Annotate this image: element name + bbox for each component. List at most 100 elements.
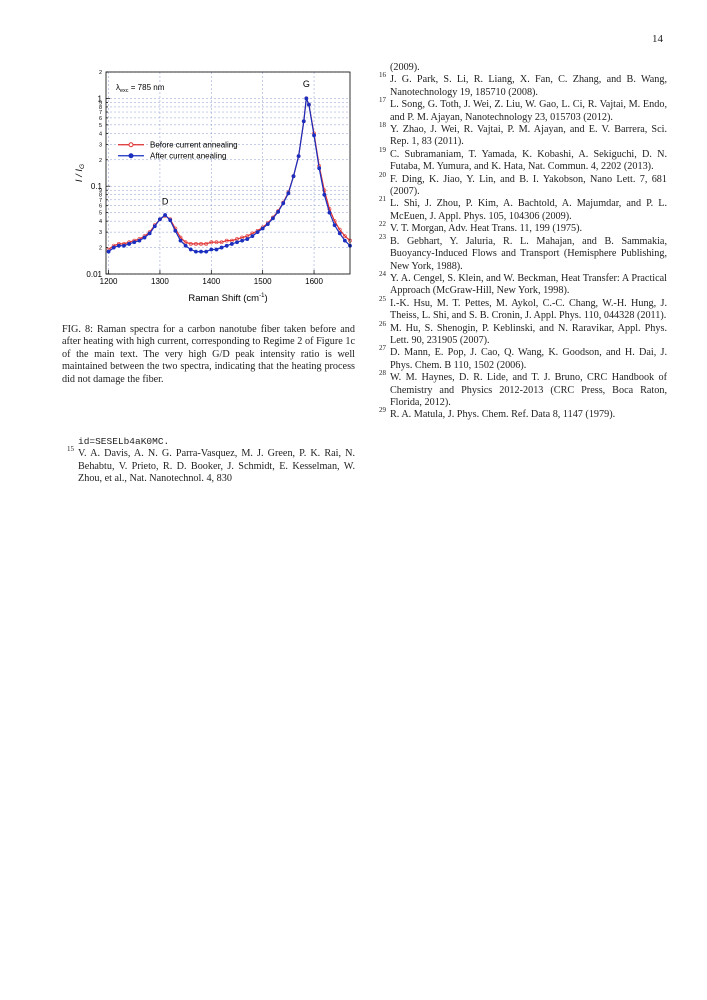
reference-text: M. Hu, S. Shenogin, P. Keblinski, and N.… (390, 322, 667, 346)
chart: 1200 1300 1400 1500 16000.01234567890.123456… (74, 70, 352, 304)
data-point (260, 226, 265, 231)
annotation-rest: = 785 nm (129, 83, 165, 92)
data-point (286, 191, 291, 196)
page-number: 14 (652, 33, 663, 45)
peak-label: G (303, 79, 310, 89)
reference-text: R. A. Matula, J. Phys. Chem. Ref. Data 8… (390, 409, 616, 421)
reference-number: 25 (379, 294, 386, 303)
y-tick-label: 5 (99, 123, 102, 129)
reference-number: 22 (379, 220, 386, 229)
data-point (152, 224, 157, 229)
data-point (111, 245, 116, 250)
y-tick-label: 0.01 (86, 270, 102, 279)
data-point (219, 240, 224, 245)
annotation-sub: exc (120, 88, 129, 94)
data-point (327, 210, 332, 215)
y-tick-label: 2 (99, 70, 102, 76)
legend-marker (128, 142, 134, 148)
data-point (307, 102, 311, 107)
reference-text: L. Shi, J. Zhou, P. Kim, A. Bachtold, A.… (390, 198, 667, 222)
reference-text: B. Gebhart, Y. Jaluria, R. L. Mahajan, a… (390, 235, 667, 272)
y-tick-label: 2 (99, 246, 102, 252)
y-tick-label: 5 (99, 211, 102, 217)
y-tick-label: 2 (99, 158, 102, 164)
legend-marker (128, 153, 134, 159)
data-point (193, 242, 198, 246)
reference-text: Y. A. Cengel, S. Klein, and W. Beckman, … (390, 272, 667, 297)
reference-text: V. A. Davis, A. N. G. Parra-Vasquez, M. … (78, 448, 355, 485)
data-point (312, 133, 316, 138)
data-point (224, 243, 229, 248)
data-point (178, 238, 183, 243)
data-point (132, 240, 137, 245)
reference-text: V. T. Morgan, Adv. Heat Trans. 11, 199 (… (390, 223, 583, 235)
data-point (229, 242, 234, 246)
legend-label: After current anealing (150, 152, 227, 161)
y-tick-label: 8 (99, 105, 102, 111)
x-tick-label: 1200 (100, 277, 118, 286)
x-tick-label: 1600 (305, 277, 323, 286)
data-point (158, 217, 162, 222)
data-point (250, 234, 255, 239)
reference: 15 V. A. Davis, A. N. G. Parra-Vasquez, M… (62, 446, 355, 485)
reference-number: 19 (379, 145, 386, 154)
data-point (291, 174, 296, 179)
data-point (204, 249, 209, 254)
reference: 18 Y. Zhao, J. Wei, R. Vajtai, P. M. Ajay… (374, 122, 667, 149)
reference: 23 B. Gebhart, Y. Jaluria, R. L. Mahajan,… (374, 232, 667, 273)
data-point (219, 245, 224, 250)
continuation: id=SESELb4aK0MC. (78, 436, 170, 447)
continuation: (2009). (390, 62, 420, 73)
reference-text: Y. Zhao, J. Wei, R. Vajtai, P. M. Ajayan… (390, 124, 667, 148)
reference-number: 23 (379, 232, 386, 241)
data-point (173, 228, 178, 233)
data-point (245, 237, 250, 241)
data-point (116, 243, 121, 248)
y-tick-label: 6 (99, 204, 102, 210)
reference-number: 29 (379, 406, 386, 415)
reference-number: 17 (379, 96, 386, 105)
data-point (209, 247, 214, 252)
reference-number: 26 (379, 319, 386, 328)
annotation-symbol: λ (116, 83, 120, 92)
reference-text: D. Mann, E. Pop, J. Cao, Q. Wang, K. Goo… (390, 347, 667, 371)
y-tick-label: 3 (99, 230, 102, 236)
data-point (214, 240, 219, 245)
y-tick-label: 7 (99, 110, 102, 116)
y-tick-label: 8 (99, 193, 102, 199)
reference: 19 C. Subramaniam, T. Yamada, K. Kobashi,… (374, 145, 667, 174)
data-point (127, 242, 132, 246)
reference: 21 L. Shi, J. Zhou, P. Kim, A. Bachtold, … (374, 195, 667, 223)
reference: 17 L. Song, G. Toth, J. Wei, Z. Liu, W. G… (374, 96, 667, 124)
annotation: λexc = 785 nm (116, 83, 165, 94)
data-point (204, 242, 209, 246)
data-point (240, 238, 245, 243)
y-label-sub: G (79, 164, 86, 169)
data-point (337, 227, 342, 232)
y-axis-label: I / IG (74, 164, 86, 182)
data-point (142, 235, 147, 240)
x-tick-label: 1300 (151, 277, 169, 286)
data-point (301, 119, 306, 124)
reference: 20 F. Ding, K. Jiao, Y. Lin, and B. I. Ya… (374, 171, 667, 199)
data-point (224, 238, 229, 243)
data-point (168, 218, 173, 223)
x-tick-label: 1400 (202, 277, 220, 286)
data-point (235, 240, 239, 245)
data-point (296, 154, 301, 159)
y-tick-label: 4 (99, 219, 102, 225)
data-point (337, 231, 342, 236)
data-point (255, 230, 260, 235)
data-point (199, 249, 203, 254)
reference-text: C. Subramaniam, T. Yamada, K. Kobashi, A… (390, 148, 667, 173)
y-label-main: I / I (74, 169, 85, 183)
reference-text: J. G. Park, S. Li, R. Liang, X. Fan, C. … (390, 74, 667, 98)
x-label-sup: -1 (259, 293, 265, 299)
data-point (147, 231, 152, 236)
x-tick-label: 1500 (254, 277, 272, 286)
reference-text: L. Song, G. Toth, J. Wei, Z. Liu, W. Gao… (390, 99, 667, 123)
data-point (199, 242, 203, 246)
reference-number: 21 (379, 195, 386, 204)
x-label-main: Raman Shift (cm (188, 293, 259, 304)
